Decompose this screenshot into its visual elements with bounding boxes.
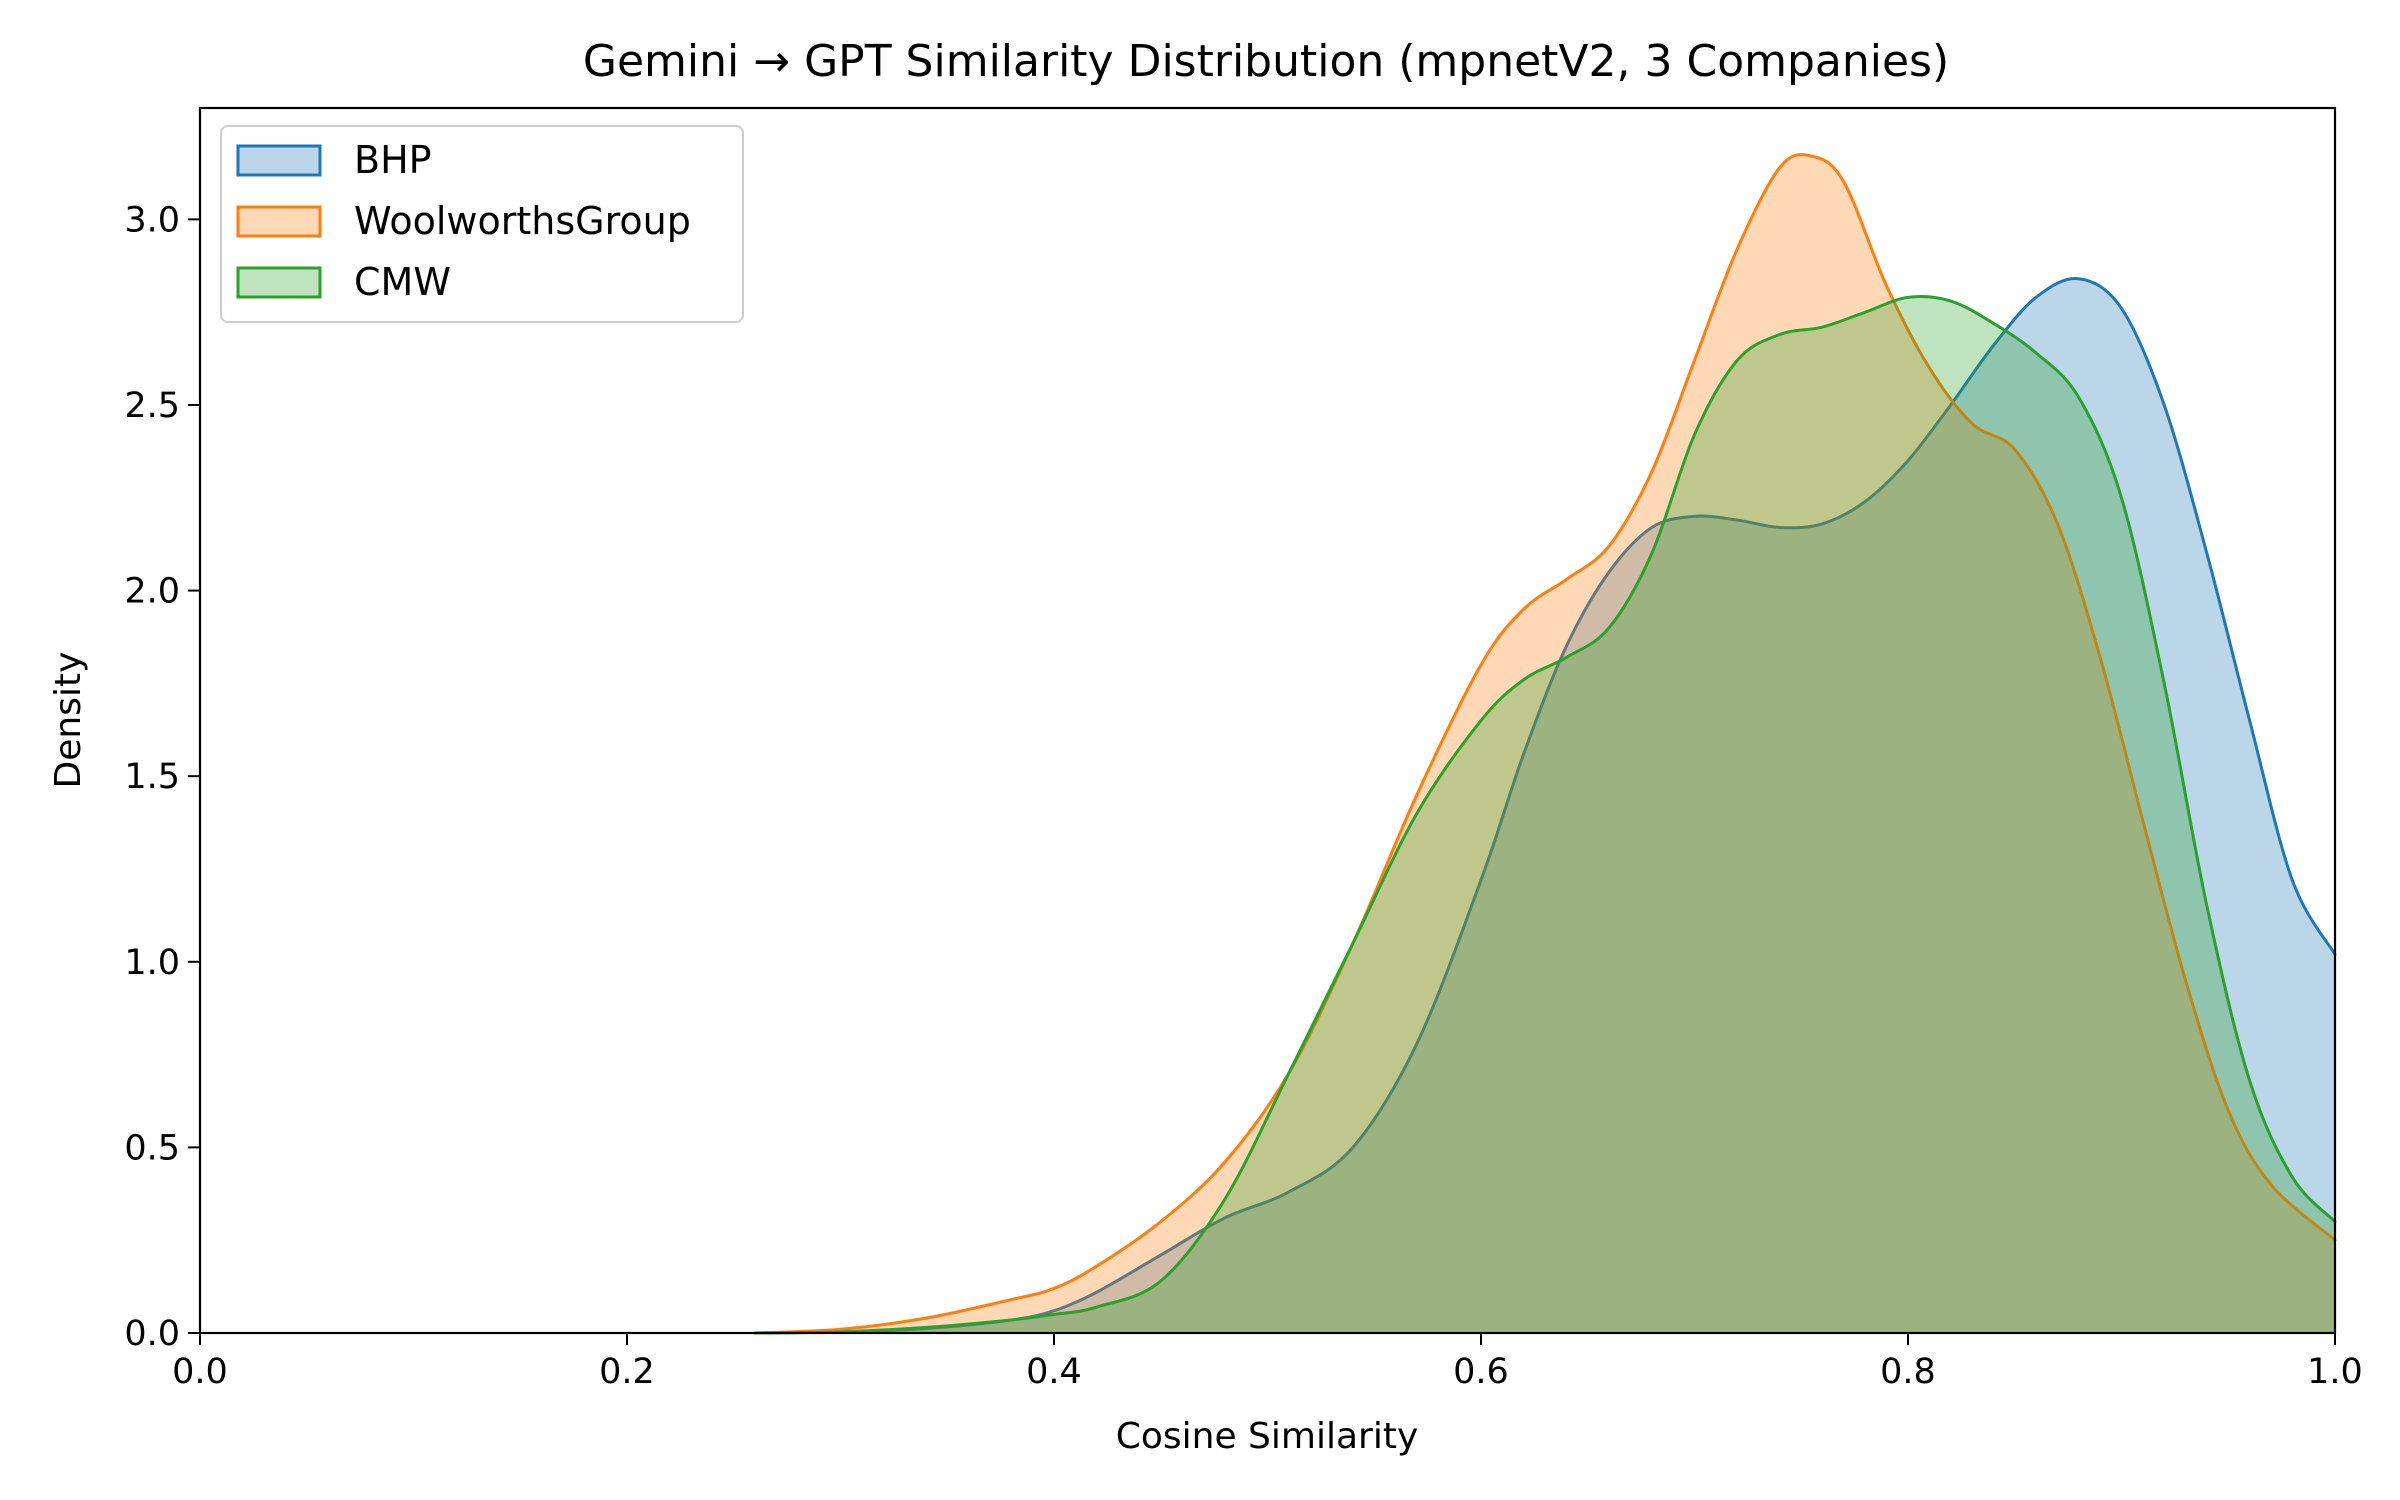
line-woolworthsgroup xyxy=(753,153,2337,1335)
line-bhp xyxy=(753,277,2337,1335)
x-tick-label: 0.2 xyxy=(599,1352,655,1392)
y-tick-label: 0.5 xyxy=(124,1128,180,1168)
legend-box xyxy=(220,125,744,323)
x-tick-label: 0.6 xyxy=(1453,1352,1509,1392)
plot-frame xyxy=(198,106,2337,1335)
y-axis: 0.0 0.5 1.0 1.5 2.0 2.5 3.0 xyxy=(124,200,200,1354)
y-tick-label: 0.0 xyxy=(124,1314,180,1354)
legend-label-bhp: BHP xyxy=(354,138,432,182)
y-tick-label: 3.0 xyxy=(124,200,180,240)
y-tick-label: 1.5 xyxy=(124,757,180,797)
area-cmw xyxy=(755,296,2335,1334)
legend-swatch-bhp xyxy=(236,144,322,177)
density-areas xyxy=(753,153,2337,1335)
y-tick-label: 2.0 xyxy=(124,572,180,612)
legend-label-cmw: CMW xyxy=(354,260,451,304)
legend-label-woolworthsgroup: WoolworthsGroup xyxy=(354,199,691,243)
y-tick-label: 2.5 xyxy=(124,386,180,426)
x-tick-label: 0.4 xyxy=(1026,1352,1082,1392)
legend-swatch-cmw xyxy=(236,266,322,299)
x-tick-label: 0.8 xyxy=(1880,1352,1936,1392)
x-axis-label: Cosine Similarity xyxy=(1116,1416,1419,1457)
line-cmw xyxy=(753,295,2337,1335)
x-tick-label: 0.0 xyxy=(172,1352,228,1392)
area-bhp xyxy=(755,278,2335,1334)
x-axis: 0.0 0.2 0.4 0.6 0.8 1.0 xyxy=(172,1333,2363,1392)
area-woolworthsgroup xyxy=(755,154,2335,1334)
chart-title: Gemini → GPT Similarity Distribution (mp… xyxy=(583,36,1949,87)
y-tick-label: 1.0 xyxy=(124,943,180,983)
legend-swatch-woolworthsgroup xyxy=(236,205,322,238)
legend: BHP WoolworthsGroup CMW xyxy=(220,125,744,323)
y-axis-label: Density xyxy=(48,652,89,789)
x-tick-label: 1.0 xyxy=(2307,1352,2363,1392)
